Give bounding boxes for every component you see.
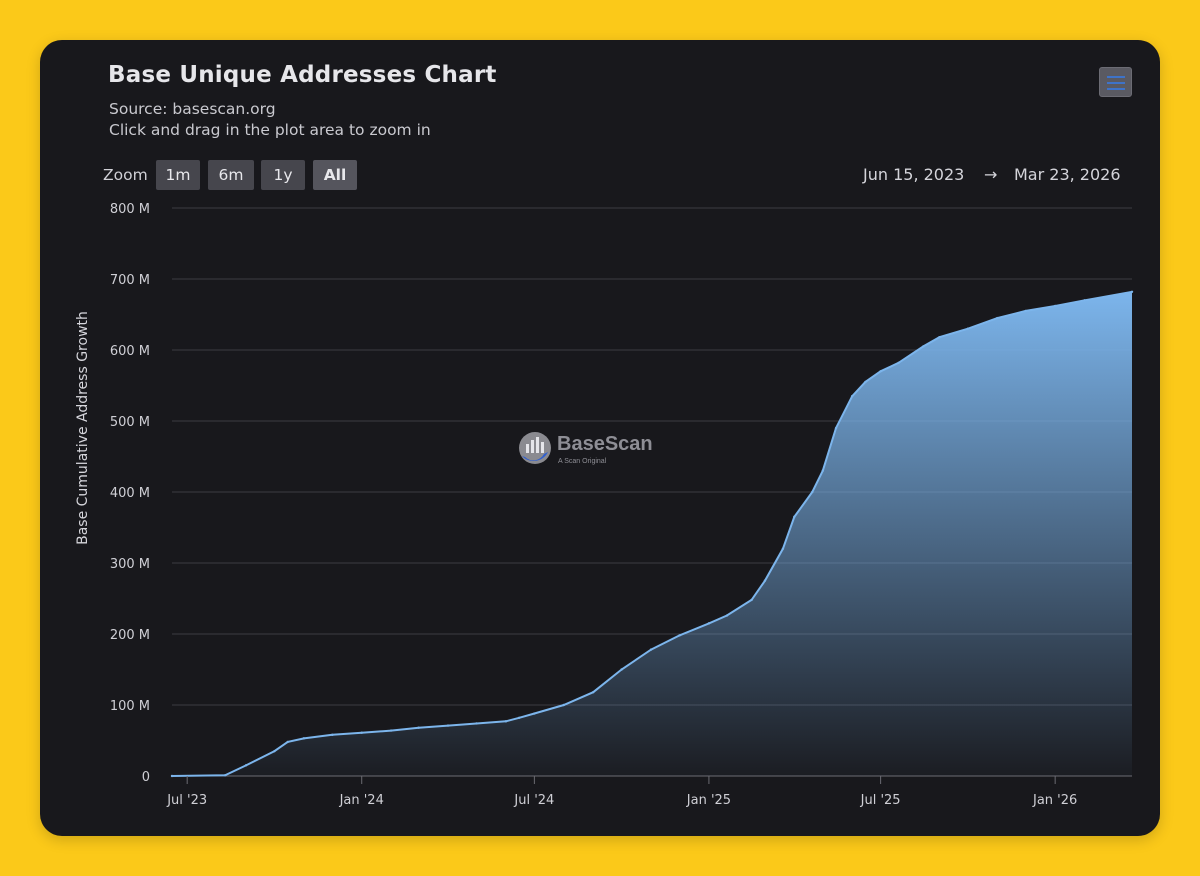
chart-source: Source: basescan.org (109, 100, 276, 118)
y-axis-label: Base Cumulative Address Growth (75, 311, 91, 545)
chart-card: Base Unique Addresses Chart Source: base… (40, 40, 1160, 836)
data-point (417, 726, 420, 729)
data-point (446, 724, 450, 727)
x-tick-label: Jul '25 (860, 793, 901, 808)
data-point (1083, 299, 1086, 302)
data-point (533, 712, 536, 715)
data-point (504, 720, 508, 723)
y-tick-label: 300 M (110, 557, 150, 572)
zoom-6m-button[interactable]: 6m (208, 160, 254, 190)
y-tick-label: 600 M (110, 344, 150, 359)
x-tick-label: Jul '23 (166, 793, 207, 808)
data-point (223, 774, 227, 777)
data-point (834, 426, 838, 430)
data-point (302, 737, 306, 740)
range-arrow: → (984, 165, 998, 184)
x-tick-label: Jan '24 (339, 793, 384, 808)
data-point (475, 722, 478, 725)
data-point (793, 515, 796, 519)
data-point (811, 490, 814, 494)
data-point (897, 361, 900, 364)
range-start-date[interactable]: Jun 15, 2023 (863, 165, 965, 184)
data-point (517, 716, 521, 719)
zoom-all-button[interactable]: All (313, 160, 357, 190)
zoom-1y-button[interactable]: 1y (261, 160, 305, 190)
data-point (649, 648, 653, 651)
range-end-date[interactable]: Mar 23, 2026 (1014, 165, 1121, 184)
y-tick-label: 400 M (110, 486, 150, 501)
data-point (781, 547, 785, 550)
chart-plot[interactable]: BaseScan A Scan Original 0 100 M 200 M 300 … (40, 40, 1160, 836)
zoom-1m-button[interactable]: 1m (156, 160, 200, 190)
data-point (966, 327, 970, 330)
watermark-name: BaseScan (557, 433, 653, 455)
data-point (821, 469, 824, 472)
y-tick-label: 700 M (110, 273, 150, 288)
y-tick-label: 800 M (110, 202, 150, 217)
data-point (1053, 304, 1057, 308)
data-point (879, 370, 882, 373)
y-tick-label: 500 M (110, 415, 150, 430)
data-point (996, 316, 999, 320)
data-point (678, 634, 681, 637)
data-point (922, 345, 925, 348)
data-point (850, 394, 854, 398)
data-point (562, 703, 565, 707)
data-point (763, 579, 767, 582)
x-tick-label: Jul '24 (513, 793, 554, 808)
chart-title: Base Unique Addresses Chart (108, 62, 497, 88)
data-point (750, 598, 753, 602)
y-tick-label: 0 (142, 770, 150, 785)
data-point (864, 380, 867, 384)
data-point (591, 691, 595, 694)
basescan-logo-icon (519, 432, 551, 464)
series-area (172, 291, 1132, 776)
zoom-label: Zoom (103, 166, 148, 184)
data-point (707, 622, 711, 625)
data-point (938, 336, 941, 339)
data-point (286, 740, 289, 744)
y-tick-label: 200 M (110, 628, 150, 643)
data-point (273, 749, 276, 753)
data-point (170, 774, 174, 778)
data-point (725, 614, 729, 617)
data-point (331, 733, 334, 737)
data-point (1024, 309, 1027, 313)
basescan-watermark: BaseScan A Scan Original (519, 432, 653, 465)
x-tick-label: Jan '25 (686, 793, 731, 808)
watermark-tagline: A Scan Original (558, 458, 607, 465)
data-point (360, 731, 363, 734)
chart-hint: Click and drag in the plot area to zoom … (109, 121, 431, 139)
x-tick-label: Jan '26 (1032, 793, 1077, 808)
data-point (244, 764, 248, 767)
data-point (389, 729, 393, 732)
hamburger-menu-icon[interactable] (1099, 67, 1132, 97)
data-point (1130, 290, 1134, 293)
data-point (620, 668, 623, 671)
y-tick-label: 100 M (110, 699, 150, 714)
